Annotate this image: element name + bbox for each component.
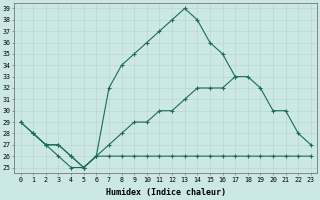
X-axis label: Humidex (Indice chaleur): Humidex (Indice chaleur): [106, 188, 226, 197]
